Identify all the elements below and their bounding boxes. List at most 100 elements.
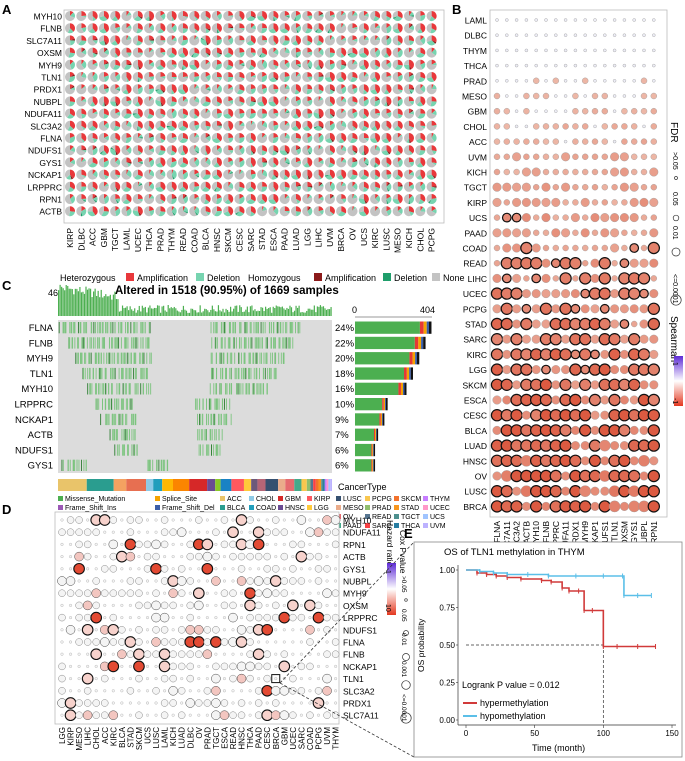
- cnv-pie: [257, 47, 268, 58]
- cancer-type-segment: [215, 479, 221, 491]
- pie-slice: [245, 206, 251, 217]
- pie-slice: [137, 136, 143, 139]
- cnv-pie: [110, 120, 121, 131]
- cnv-pie: [279, 72, 290, 82]
- pie-slice: [375, 36, 381, 41]
- pie-slice: [149, 76, 155, 81]
- pie-slice: [431, 120, 437, 126]
- km-legend-hyper: hypermethylation: [480, 698, 549, 708]
- mutation-cell: [256, 383, 258, 395]
- pie-slice: [235, 211, 240, 215]
- hazard-dot: [211, 698, 221, 708]
- pie-slice: [216, 133, 222, 142]
- pie-slice: [409, 194, 413, 199]
- cancer-label: UCEC: [289, 727, 298, 750]
- cnv-pie: [358, 206, 369, 217]
- cnv-pie: [381, 23, 392, 34]
- mutation-cell: [101, 322, 103, 334]
- pie-slice: [234, 59, 245, 70]
- pie-slice: [415, 194, 421, 204]
- pie-slice: [98, 59, 106, 70]
- pie-slice: [392, 47, 399, 58]
- hazard-dot: [205, 591, 209, 595]
- pie-slice: [273, 16, 278, 21]
- pie-slice: [347, 206, 358, 217]
- pie-slice: [273, 16, 276, 21]
- correlation-dot: [647, 302, 661, 315]
- hazard-dot: [197, 579, 201, 583]
- pie-slice: [347, 157, 353, 168]
- mutation-cell: [127, 337, 129, 349]
- pie-slice: [115, 47, 121, 57]
- top-bar: [161, 306, 163, 316]
- hazard-dot: [143, 565, 152, 573]
- cnv-pie: [76, 11, 87, 22]
- correlation-dot: [512, 243, 522, 253]
- mutation-cell: [239, 322, 241, 334]
- hazard-dot: [265, 542, 269, 546]
- pie-slice: [279, 108, 290, 119]
- cancer-label: LAML: [122, 228, 132, 250]
- mutation-cell: [107, 352, 109, 364]
- hazard-dot: [237, 565, 246, 573]
- hazard-dot: [325, 701, 329, 705]
- correlation-dot: [612, 63, 617, 68]
- pie-slice: [137, 194, 143, 199]
- hazard-dot: [211, 710, 221, 720]
- cancer-type-segment: [310, 479, 314, 491]
- pie-slice: [87, 108, 98, 119]
- cnv-pie: [178, 181, 188, 192]
- pie-slice: [358, 23, 364, 34]
- cancer-legend-swatch: [365, 523, 370, 528]
- pie-slice: [302, 59, 311, 70]
- correlation-dot: [503, 199, 510, 206]
- pie-slice: [228, 35, 232, 41]
- mutation-cell: [90, 383, 92, 395]
- pie-slice: [65, 145, 75, 156]
- cnv-pie: [76, 108, 87, 119]
- mutation-cell: [242, 367, 244, 380]
- alteration-bar-segment: [375, 428, 377, 441]
- pie-slice: [211, 35, 217, 46]
- pie-slice: [92, 111, 98, 115]
- pie-slice: [115, 108, 120, 114]
- mutation-cell: [156, 459, 158, 471]
- pie-slice: [284, 108, 288, 114]
- percent-label: 10%: [335, 400, 355, 411]
- mutation-cell: [118, 352, 120, 364]
- pie-slice: [257, 11, 263, 17]
- pie-slice: [223, 194, 229, 203]
- hazard-dot: [126, 650, 135, 658]
- cnv-pie: [155, 133, 166, 143]
- correlation-dot: [622, 79, 627, 83]
- correlation-dot: [591, 168, 599, 176]
- pie-slice: [352, 157, 357, 163]
- cnv-pie: [381, 120, 392, 131]
- pie-slice: [133, 16, 142, 22]
- pie-slice: [88, 162, 98, 168]
- pie-slice: [318, 169, 324, 179]
- cnv-pie: [381, 96, 392, 107]
- pie-slice: [68, 52, 75, 58]
- pie-slice: [273, 162, 277, 168]
- top-bar: [236, 305, 238, 316]
- mutation-cell: [124, 383, 126, 395]
- correlation-dot: [582, 214, 589, 221]
- top-bar: [172, 308, 174, 316]
- pie-slice: [160, 199, 165, 204]
- hazard-dot: [90, 648, 103, 661]
- pie-slice: [126, 169, 132, 178]
- mutation-legend-swatch: [58, 496, 63, 501]
- pie-slice: [268, 47, 278, 58]
- pie-slice: [194, 108, 200, 117]
- mutation-cell: [271, 337, 272, 349]
- pie-slice: [291, 47, 297, 58]
- pie-slice: [260, 52, 267, 58]
- pie-slice: [257, 120, 267, 131]
- cnv-pie: [65, 72, 75, 82]
- pie-slice: [347, 11, 358, 21]
- pie-slice: [397, 72, 403, 77]
- correlation-dot: [638, 454, 650, 467]
- hazard-dot: [58, 613, 66, 622]
